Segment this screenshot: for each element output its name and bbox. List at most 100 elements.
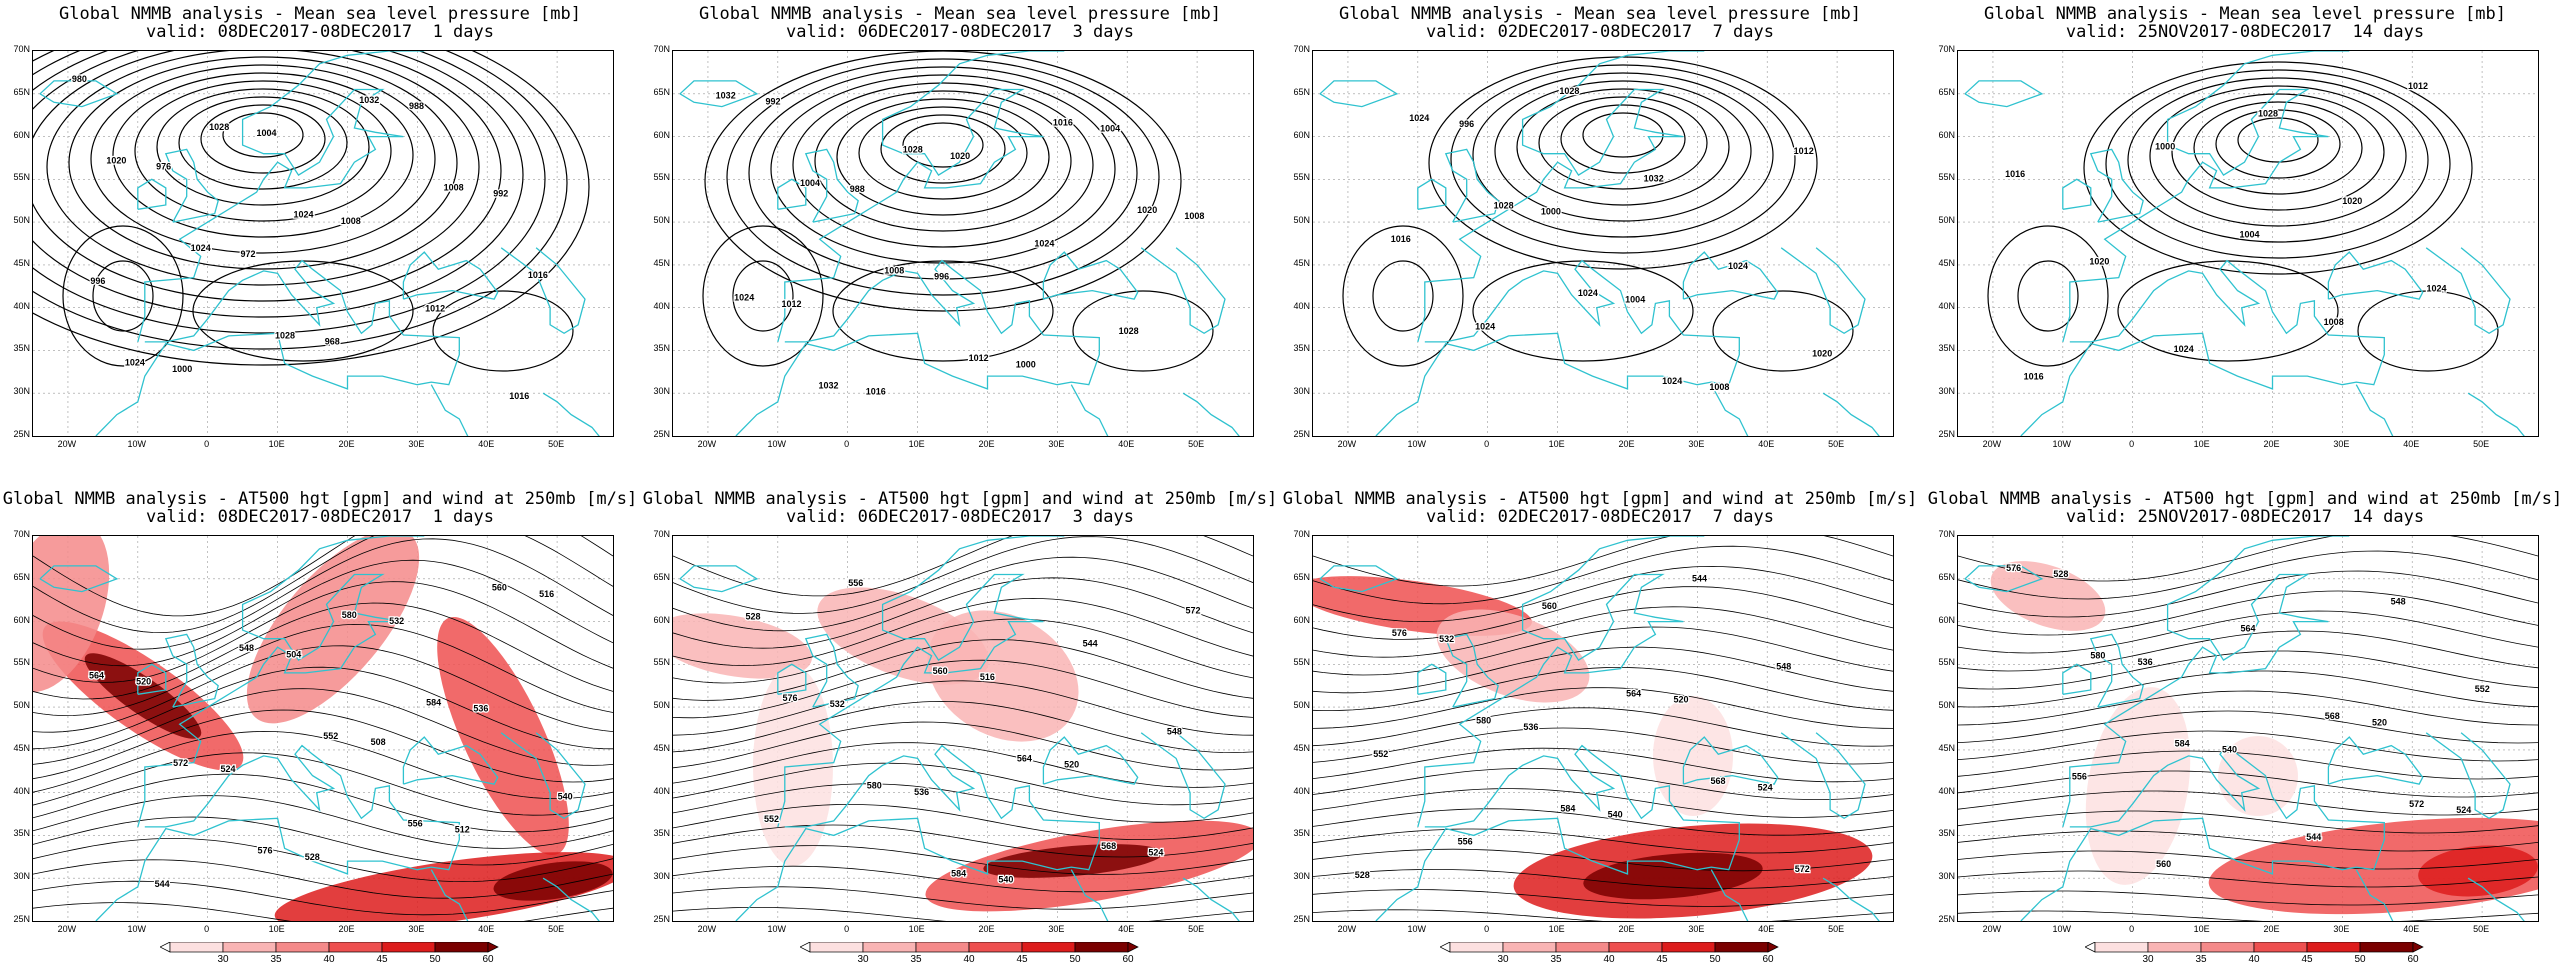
contour-label: 992 [765,96,780,106]
contour-label: 520 [1673,695,1688,705]
height-contour [33,859,613,899]
longitude-label: 30E [408,924,425,934]
coastline [1964,80,2044,108]
contour-label: 544 [155,879,170,889]
coastline [2062,536,2350,828]
coastline [1070,384,1109,436]
contour-label: 552 [764,814,779,824]
height-contour [1313,565,1893,623]
latitude-label: 40N [1293,785,1310,796]
contour-label: 980 [72,74,87,84]
latitude-label: 25N [653,914,670,924]
height-contour [673,783,1253,823]
coastline [777,536,1065,828]
height-contour [1313,606,1893,658]
panel-title: Global NMMB analysis - AT500 hgt [gpm] a… [2,489,638,509]
height-contour [1313,707,1893,747]
contour-label: 1028 [1494,201,1514,211]
latitude-label: 25N [1938,914,1955,924]
contour-label: 552 [323,731,338,741]
panel-valid-date: valid: 06DEC2017-08DEC2017 3 days [786,507,1134,527]
longitude-label: 30E [1688,924,1705,934]
contour-label: 548 [1167,726,1182,736]
isobar [33,51,568,350]
contour-label: 1016 [866,387,886,397]
longitude-label: 0 [204,924,210,934]
contour-label: 1020 [2342,196,2362,206]
height-contour [673,742,1253,788]
contour-label: 1000 [2155,142,2175,152]
height-contour [33,709,613,783]
contour-label: 1020 [950,151,970,161]
map-canvas: 516 520 524 528 532 536 540 544 548 552 556 560 564 5… [673,536,1253,921]
latitude-label: 35N [1938,343,1955,354]
latitude-label: 45N [1293,257,1310,268]
isobar [1538,96,1708,190]
coastline [1682,251,1779,300]
contour-label: 548 [239,643,254,653]
height-contour [33,559,613,667]
contour-label: 576 [257,846,272,856]
coastline [2467,392,2525,436]
map-panel: Global NMMB analysis - Mean sea level pr… [0,0,640,475]
isobar [2105,69,2451,259]
latitude-label: 30N [1293,386,1310,397]
contour-label: 544 [1692,574,1707,584]
contour-label: 520 [136,677,151,687]
height-contour [1958,870,2538,888]
coastline [1710,384,1749,436]
latitude-label: 45N [1293,742,1310,753]
contour-label: 564 [1017,754,1032,764]
colorbar-swatch [1555,941,1610,953]
latitude-label: 25N [1938,429,1955,439]
latitude-label: 50N [653,215,670,226]
contour-label: 1020 [1812,349,1832,359]
coastline [777,51,1065,343]
latitude-label: 35N [13,828,30,839]
longitude-label: 40E [1758,924,1775,934]
coastline [2062,663,2092,695]
contour-label: 580 [342,610,357,620]
contour-label: 560 [933,666,948,676]
coastline [137,51,425,343]
map-panel: Global NMMB analysis - AT500 hgt [gpm] a… [0,485,640,965]
longitude-label: 20E [2263,924,2280,934]
contour-label: 1024 [125,358,145,368]
latitude-label: 65N [1938,571,1955,582]
isobar [726,58,1160,296]
coastline [1682,736,1779,785]
contour-label: 520 [1064,760,1079,770]
coastline [1710,869,1749,921]
contour-label: 540 [998,874,1013,884]
colorbar-swatch [2306,941,2361,953]
height-contour [33,880,613,916]
coastline [679,565,759,593]
contour-label: 1016 [528,270,548,280]
height-contour [1313,667,1893,711]
isobar [90,64,436,254]
longitude-label: 30E [1048,439,1065,449]
latitude-label: 70N [1293,44,1310,54]
coastline [1319,80,1399,108]
latitude-label: 65N [653,86,670,97]
contour-label: 572 [1185,605,1200,615]
latitude-label: 35N [1293,828,1310,839]
contour-label: 1012 [2408,81,2428,91]
map-panel: Global NMMB analysis - AT500 hgt [gpm] a… [640,485,1280,965]
height-contour [1958,830,2538,852]
contour-label: 988 [409,101,424,111]
contour-label: 508 [371,737,386,747]
coastline [2467,877,2525,921]
coastline [804,148,859,223]
longitude-label: 20W [1982,924,2002,934]
wind-shading [84,653,202,739]
wind-shading [1990,561,2106,631]
contour-label: 576 [2006,563,2021,573]
height-contour [1313,727,1893,765]
contour-label: 548 [1776,661,1791,671]
contour-label: 1016 [1391,234,1411,244]
height-contour [673,762,1253,806]
map-canvas: 996 1000 1004 1008 1012 1016 1024 1028 1032 1024 1… [1313,51,1893,436]
height-contour [1313,536,1893,587]
height-contour [1313,889,1893,907]
